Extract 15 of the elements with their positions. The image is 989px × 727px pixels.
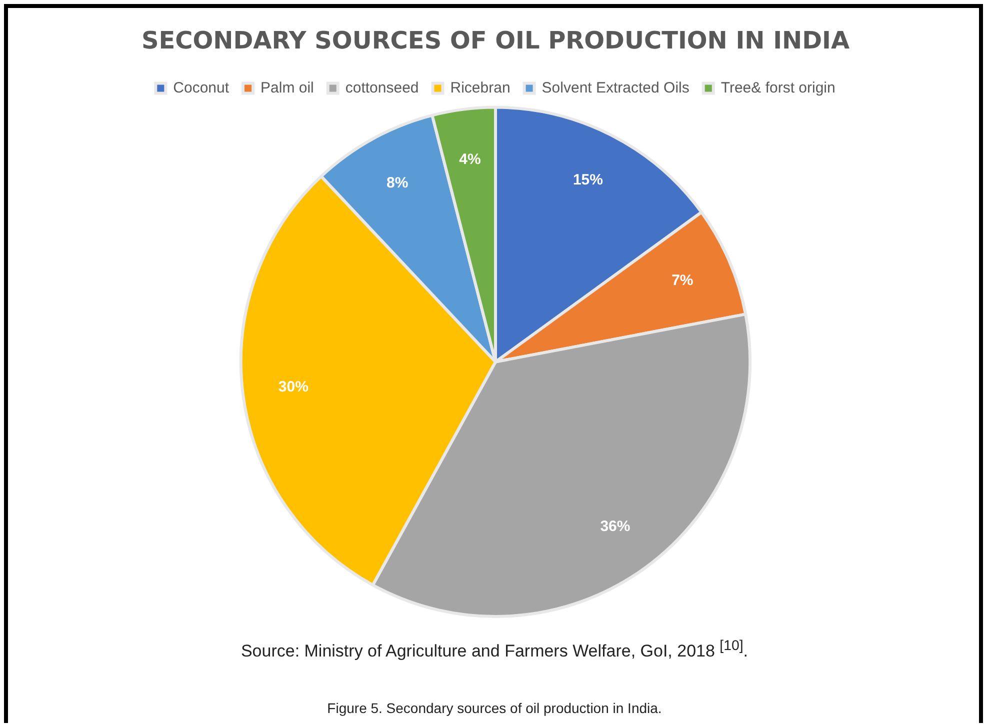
data-label: 7%: [672, 272, 694, 290]
data-label: 36%: [600, 518, 630, 535]
chart-title: SECONDARY SOURCES OF OIL PRODUCTION IN INDIA: [141, 26, 850, 55]
legend-label: Solvent Extracted Oils: [542, 79, 690, 96]
legend-label: Tree& forst origin: [720, 79, 836, 96]
data-label: 30%: [278, 378, 308, 396]
legend-label: cottonseed: [345, 79, 419, 96]
source-note: Source: Ministry of Agriculture and Farmers Welfare, GoI, 2018 $^{[10]}$.: [240, 638, 750, 662]
data-label: 15%: [572, 172, 603, 189]
legend-label: Ricebran: [450, 79, 510, 96]
legend-label: Coconut: [173, 79, 230, 96]
data-label: 4%: [459, 150, 481, 168]
data-label: 8%: [386, 174, 408, 192]
legend-label: Palm oil: [260, 79, 314, 96]
caption: Figure 5. Secondary sources of oil production in India.: [326, 700, 663, 716]
